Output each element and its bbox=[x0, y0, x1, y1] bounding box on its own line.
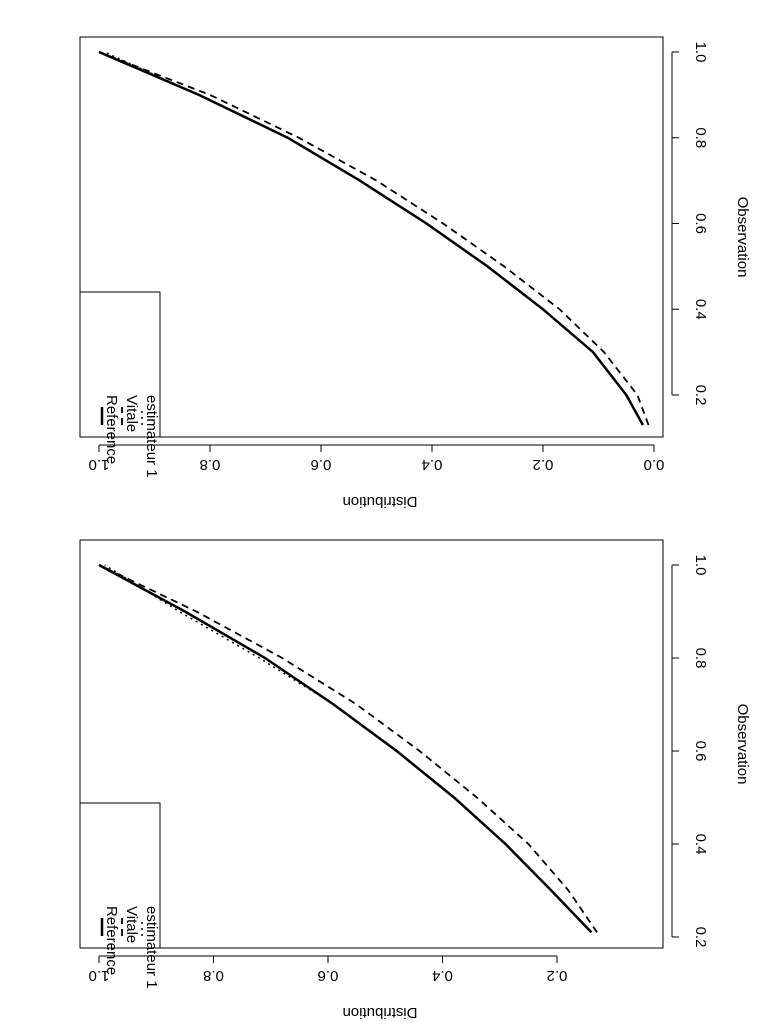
x-tick-label: 0.6 bbox=[692, 741, 709, 762]
x-tick-label: 0.6 bbox=[692, 213, 709, 234]
y-axis-label: Distribution bbox=[342, 1004, 417, 1021]
y-tick-label: 0.2 bbox=[547, 967, 568, 984]
x-tick-label: 0.2 bbox=[692, 385, 709, 406]
series-line-1 bbox=[98, 563, 593, 934]
series-line-2 bbox=[98, 564, 598, 933]
y-tick-label: 0.0 bbox=[644, 456, 665, 473]
series-line-1 bbox=[98, 50, 644, 426]
y-tick-label: 0.4 bbox=[422, 456, 443, 473]
plot-frame bbox=[79, 36, 664, 438]
y-tick-label: 0.8 bbox=[200, 456, 221, 473]
legend-label-2: Vitale bbox=[123, 906, 140, 943]
legend-label-1: Reference bbox=[103, 395, 120, 464]
legend-label-1: Reference bbox=[103, 906, 120, 975]
y-tick-label: 0.6 bbox=[311, 456, 332, 473]
y-tick-label: 0.4 bbox=[432, 967, 453, 984]
x-tick-label: 0.8 bbox=[692, 127, 709, 148]
x-tick-label: 0.4 bbox=[692, 299, 709, 320]
x-tick-label: 0.2 bbox=[692, 927, 709, 948]
legend-label-3: estimateur 1 bbox=[143, 906, 160, 989]
plot-frame bbox=[79, 539, 664, 949]
chart-panel-2: 0.2 0.4 0.6 0.8 1.0 Observation 0.2 0.4 0.6 0.8 1.… bbox=[79, 539, 751, 1021]
series-line-2 bbox=[98, 51, 650, 426]
x-tick-label: 0.4 bbox=[692, 834, 709, 855]
y-axis-label: Distribution bbox=[342, 493, 417, 510]
chart-panel-1: 0.2 0.4 0.6 0.8 1.0 Observation 0.0 0.2 0.4 0.6 0.… bbox=[79, 36, 751, 510]
series-line-3 bbox=[104, 564, 592, 933]
legend-box bbox=[79, 802, 161, 949]
x-axis-label: Observation bbox=[734, 197, 751, 278]
x-tick-label: 0.8 bbox=[692, 648, 709, 669]
x-tick-label: 1.0 bbox=[692, 555, 709, 576]
y-tick-label: 0.8 bbox=[203, 967, 224, 984]
y-tick-label: 0.6 bbox=[318, 967, 339, 984]
y-tick-label: 1.0 bbox=[89, 456, 110, 473]
y-tick-label: 0.2 bbox=[533, 456, 554, 473]
series-line-3 bbox=[104, 51, 644, 426]
legend-box bbox=[79, 291, 161, 438]
legend-label-3: estimateur 1 bbox=[143, 395, 160, 478]
legend-label-2: Vitale bbox=[123, 395, 140, 432]
x-axis-label: Observation bbox=[734, 704, 751, 785]
x-tick-label: 1.0 bbox=[692, 42, 709, 63]
y-tick-label: 1.0 bbox=[89, 967, 110, 984]
